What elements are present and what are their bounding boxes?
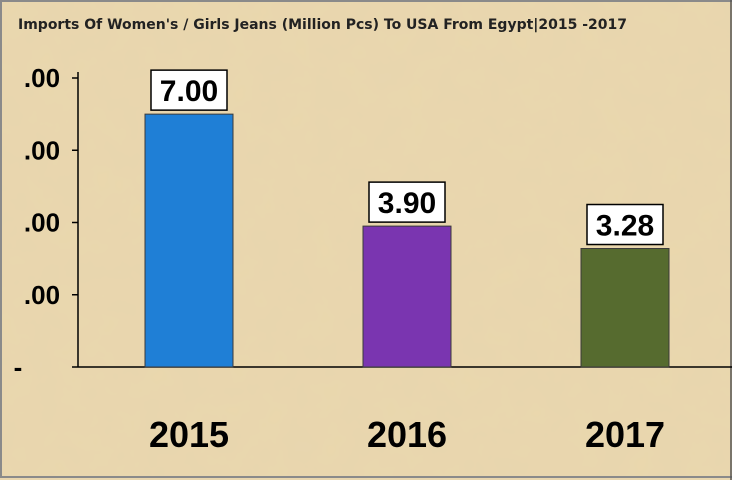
x-tick-label: 2016	[367, 414, 447, 455]
bars-group: 7.00 3.90 3.28	[144, 69, 670, 368]
y-tick-label: .00	[24, 63, 60, 93]
y-tick-label: .00	[24, 135, 60, 165]
y-tick-label: -	[14, 352, 23, 382]
data-label: 7.00	[160, 75, 218, 108]
data-label: 3.90	[378, 187, 436, 220]
axis-group: - .00 .00 .00 .00 2015 2016 2017	[14, 63, 732, 455]
y-tick-label: .00	[24, 208, 60, 238]
x-tick-label: 2015	[149, 414, 229, 455]
bar-2015	[144, 113, 234, 368]
x-tick-label: 2017	[585, 414, 665, 455]
chart-title: Imports Of Women's / Girls Jeans (Millio…	[18, 17, 627, 33]
data-label: 3.28	[596, 210, 654, 243]
data-label-box	[150, 69, 228, 111]
right-edge	[732, 0, 740, 480]
data-label-box	[368, 181, 446, 223]
bar-2017	[580, 248, 670, 368]
data-label-box	[586, 203, 664, 246]
y-tick-label: .00	[24, 280, 60, 310]
bar-2016	[362, 225, 452, 368]
